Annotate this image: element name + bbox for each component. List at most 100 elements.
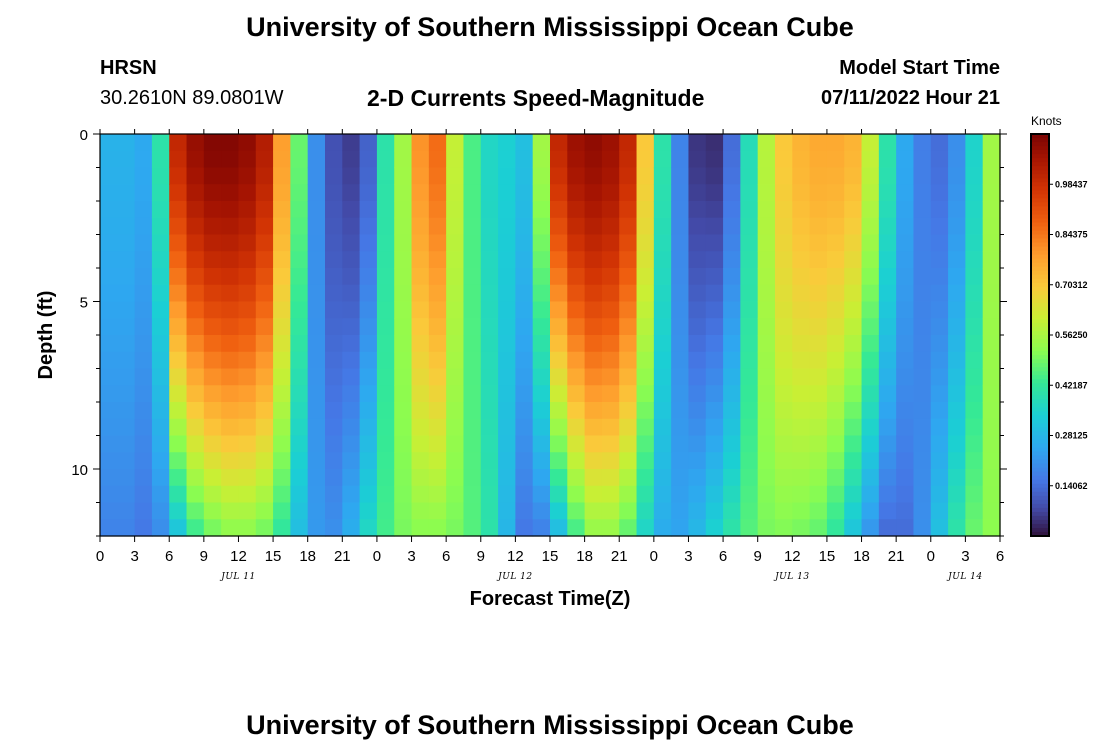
heatmap-cell <box>498 217 516 236</box>
colorbar-cell <box>1031 278 1049 284</box>
heatmap-cell <box>861 217 880 236</box>
heatmap-cell <box>273 385 291 403</box>
heatmap-cell <box>896 335 915 353</box>
heatmap-cell <box>792 502 811 520</box>
heatmap-cell <box>584 150 603 169</box>
heatmap-cell <box>394 485 413 504</box>
heatmap-cell <box>550 318 568 336</box>
heatmap-cell <box>532 318 551 336</box>
heatmap-cell <box>428 368 447 386</box>
heatmap-cell <box>100 351 136 370</box>
heatmap-cell <box>809 485 828 504</box>
heatmap-cell <box>203 402 222 420</box>
heatmap-cell <box>844 368 863 386</box>
heatmap-cell <box>515 184 534 202</box>
x-tick-label: 21 <box>611 548 628 565</box>
heatmap-cell <box>878 268 897 286</box>
colorbar-cell <box>1031 306 1049 312</box>
heatmap-cell <box>636 335 655 353</box>
heatmap-cell <box>238 469 257 487</box>
heatmap-cell <box>775 502 793 520</box>
heatmap-cell <box>290 435 309 453</box>
heatmap-cell <box>515 268 534 286</box>
heatmap-cell <box>169 469 188 487</box>
heatmap-cell <box>688 335 707 353</box>
heatmap-cell <box>463 284 482 303</box>
heatmap-cell <box>532 485 551 504</box>
heatmap-cell <box>619 184 638 202</box>
heatmap-cell <box>273 217 291 236</box>
heatmap-cell <box>273 234 291 252</box>
heatmap-cell <box>757 502 776 520</box>
heatmap-cell <box>584 469 603 487</box>
colorbar-cell <box>1031 339 1049 344</box>
heatmap-cell <box>463 402 482 420</box>
heatmap-cell <box>273 184 291 202</box>
heatmap-cell <box>844 284 863 303</box>
heatmap-cell <box>671 301 690 319</box>
heatmap-cell <box>325 284 343 303</box>
heatmap-cell <box>463 418 482 437</box>
colorbar-cell <box>1031 314 1049 320</box>
heatmap-cell <box>705 452 724 470</box>
heatmap-cell <box>342 268 361 286</box>
heatmap-cell <box>203 268 222 286</box>
heatmap-cell <box>757 435 776 453</box>
heatmap-cell <box>359 134 378 152</box>
heatmap-cell <box>273 402 291 420</box>
heatmap-cell <box>757 335 776 353</box>
heatmap-cell <box>532 435 551 453</box>
heatmap-cell <box>238 385 257 403</box>
heatmap-cell <box>325 435 343 453</box>
heatmap-cell <box>775 318 793 336</box>
heatmap-cell <box>498 150 516 169</box>
heatmap-cell <box>186 435 205 453</box>
heatmap-cell <box>238 184 257 202</box>
heatmap-cell <box>826 234 845 252</box>
heatmap-cell <box>169 418 188 437</box>
heatmap-cell <box>723 251 741 269</box>
heatmap-cell <box>826 402 845 420</box>
heatmap-cell <box>567 469 586 487</box>
heatmap-cell <box>878 150 897 169</box>
heatmap-cell <box>480 268 499 286</box>
heatmap-cell <box>325 268 343 286</box>
heatmap-cell <box>809 351 828 370</box>
heatmap-cell <box>342 217 361 236</box>
colorbar-cell <box>1031 419 1049 425</box>
heatmap-cell <box>515 167 534 185</box>
colorbar-ticks: 0.14062 0.28125 0.42187 0.56250 0.70312 0.843… <box>1049 179 1088 491</box>
heatmap-cell <box>325 150 343 169</box>
heatmap-cell <box>636 167 655 185</box>
heatmap-cell <box>584 402 603 420</box>
heatmap-cell <box>255 452 274 470</box>
heatmap-cell <box>532 452 551 470</box>
heatmap-cell <box>255 217 274 236</box>
x-tick-label: 18 <box>576 548 593 565</box>
heatmap-cell <box>290 402 309 420</box>
heatmap-cell <box>619 519 638 537</box>
heatmap-cell <box>913 502 932 520</box>
heatmap-cell <box>878 251 897 269</box>
heatmap-cell <box>878 435 897 453</box>
heatmap-cell <box>359 318 378 336</box>
heatmap-cell <box>792 368 811 386</box>
heatmap-cell <box>134 134 153 152</box>
heatmap-cell <box>671 284 690 303</box>
heatmap-cell <box>688 469 707 487</box>
heatmap-cell <box>532 184 551 202</box>
heatmap-cell <box>775 351 793 370</box>
heatmap-cell <box>688 234 707 252</box>
heatmap-cell <box>809 150 828 169</box>
heatmap-cell <box>100 385 136 403</box>
heatmap-cell <box>221 402 240 420</box>
heatmap-cell <box>376 485 395 504</box>
heatmap-cell <box>826 435 845 453</box>
heatmap-cell <box>498 418 516 437</box>
heatmap-cell <box>411 318 430 336</box>
colorbar-cell <box>1031 531 1049 537</box>
colorbar-cell <box>1031 375 1049 380</box>
x-tick-label: 6 <box>719 548 727 565</box>
heatmap-cell <box>186 150 205 169</box>
heatmap-cell <box>878 284 897 303</box>
